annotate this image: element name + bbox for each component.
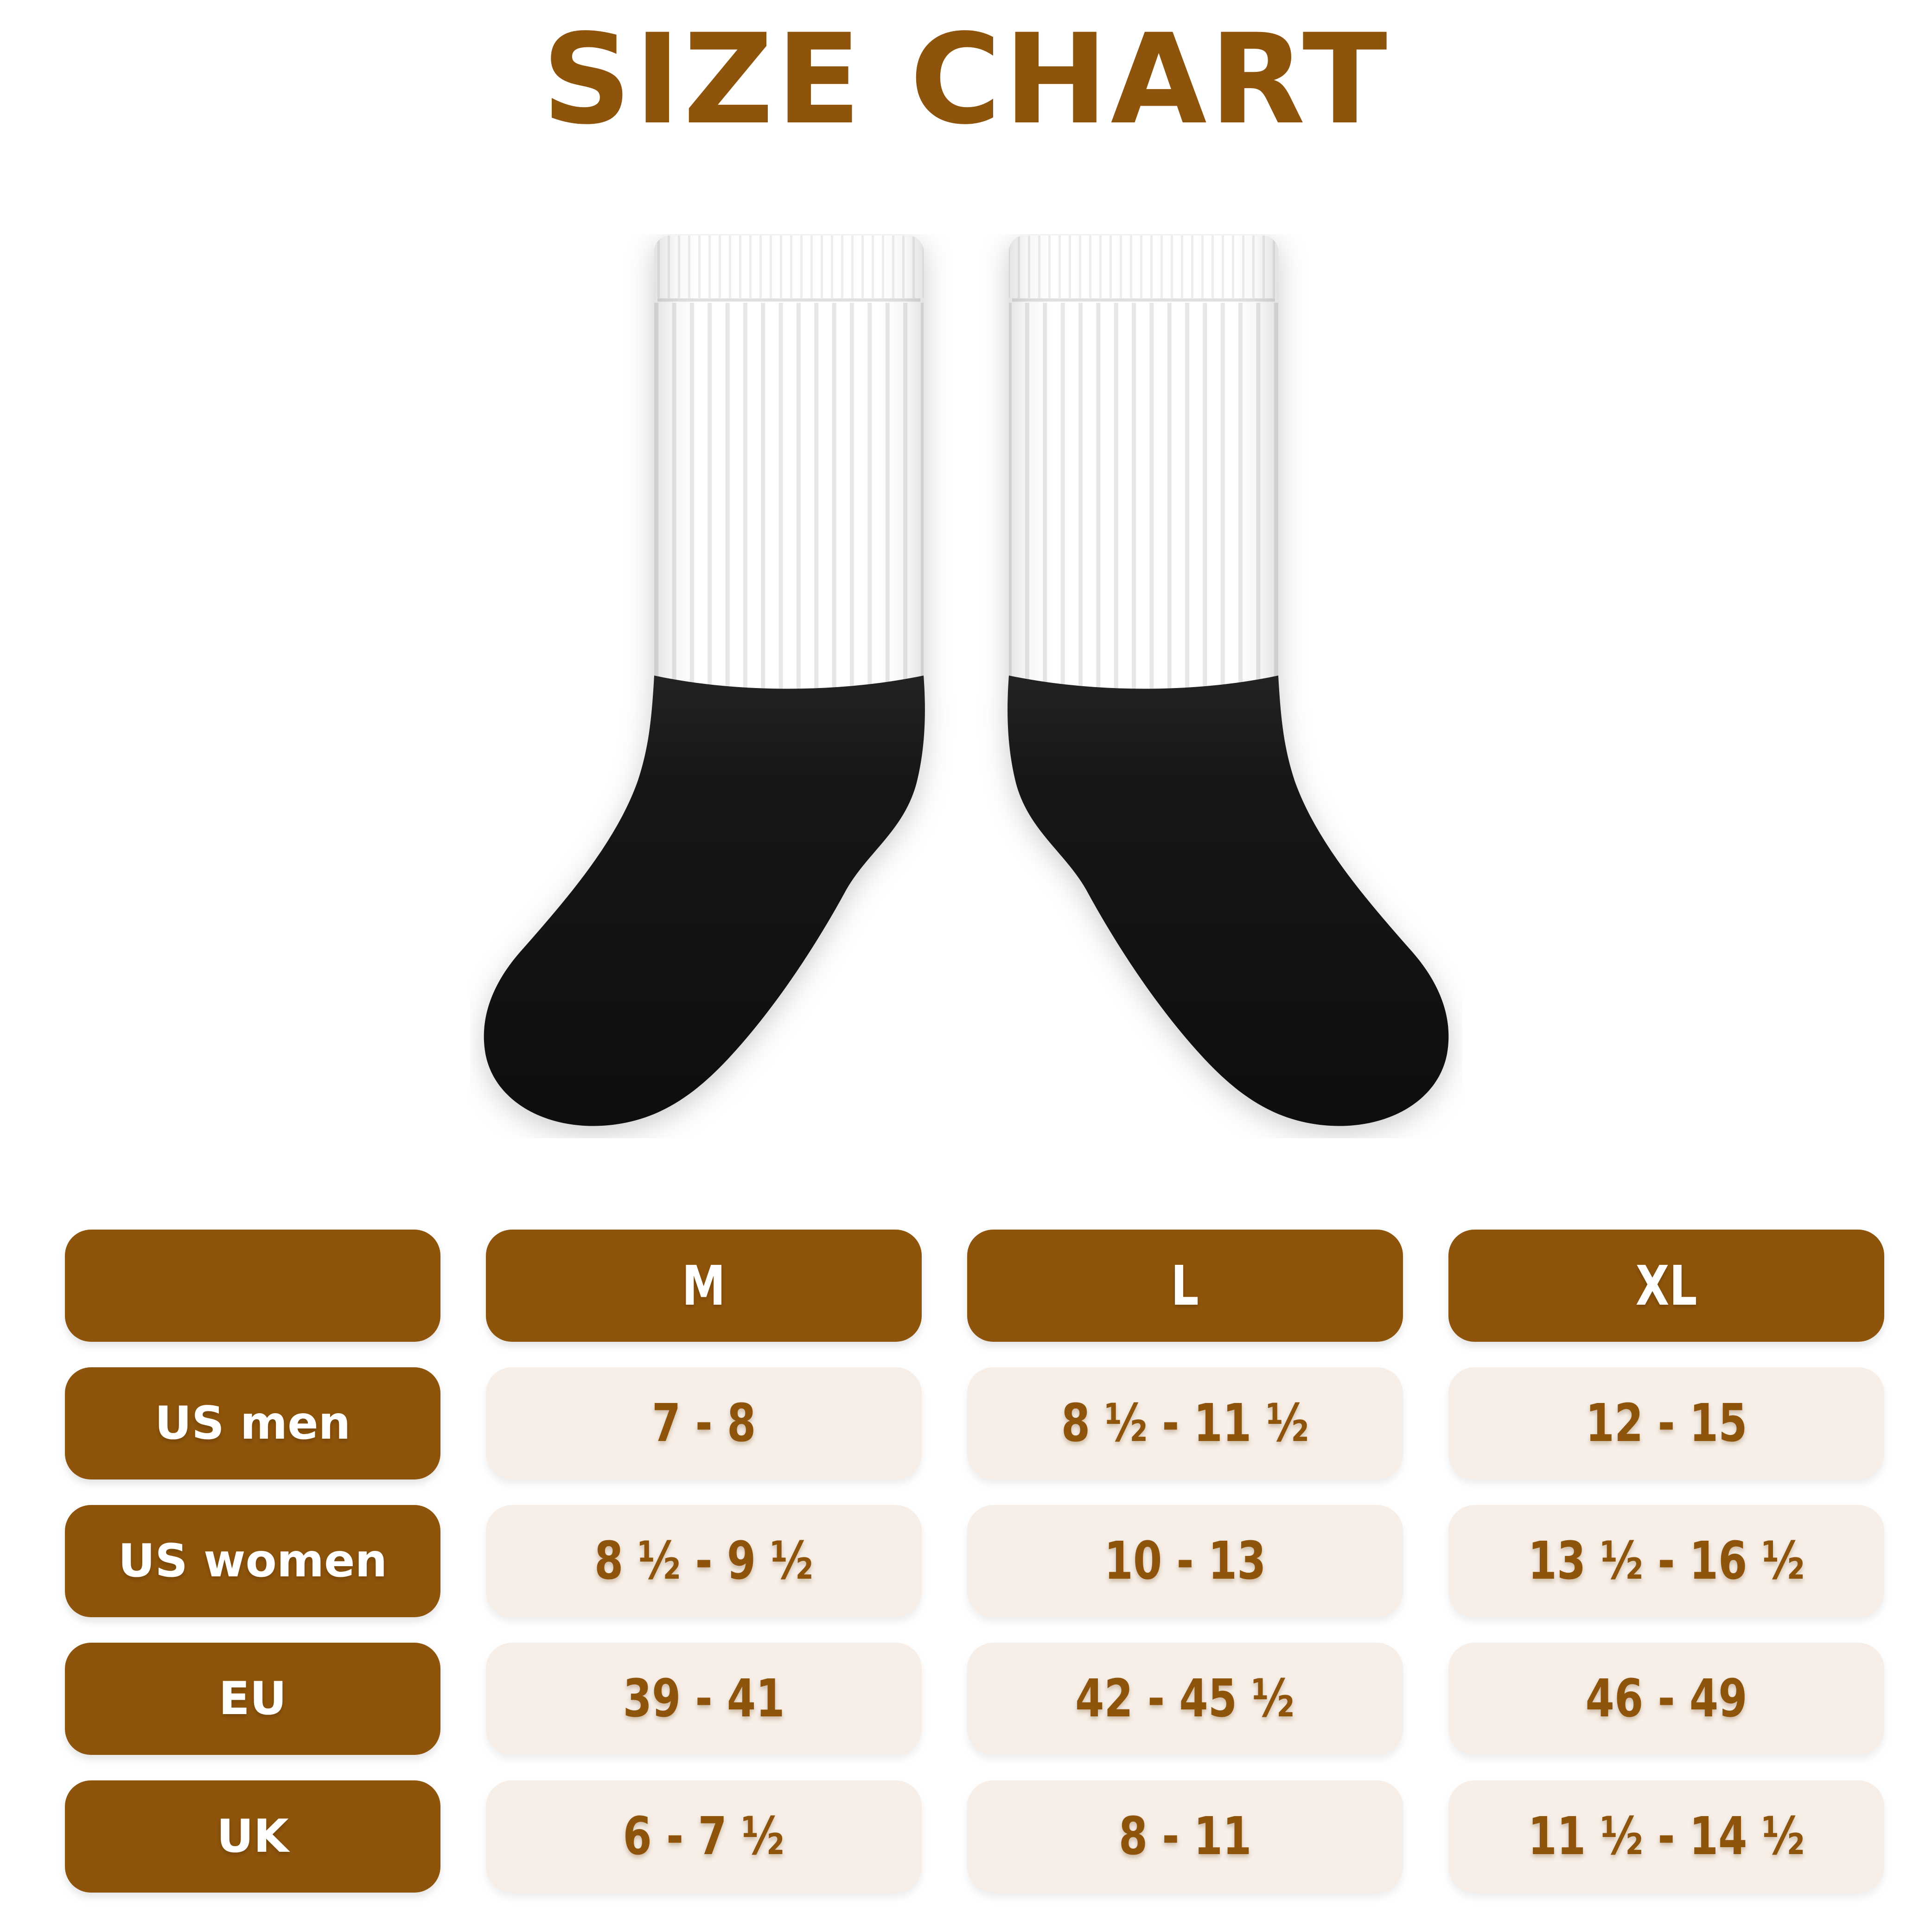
size-value-text: 6 - 7 ½ [623,1806,785,1867]
cell-us-women-xl: 13 ½ - 16 ½ [1448,1505,1884,1617]
row-label-us-men: US men [65,1367,440,1479]
size-value-text: 39 - 41 [623,1669,785,1729]
size-value-text: 10 - 13 [1104,1531,1266,1591]
column-header-m-text: M [682,1254,726,1318]
cell-us-women-l: 10 - 13 [967,1505,1403,1617]
row-label-us-women: US women [65,1505,440,1617]
socks-image [0,234,1932,1138]
cell-us-men-l: 8 ½ - 11 ½ [967,1367,1403,1479]
cell-uk-l: 8 - 11 [967,1780,1403,1893]
size-value-text: 8 ½ - 11 ½ [1061,1393,1309,1454]
size-value-text: 8 ½ - 9 ½ [594,1531,814,1591]
cell-us-men-m: 7 - 8 [486,1367,922,1479]
column-header-l: L [967,1230,1403,1342]
row-label-eu: EU [65,1643,440,1755]
size-value-text: 8 - 11 [1118,1806,1252,1867]
left-sock [484,236,925,1126]
size-value-text: 12 - 15 [1585,1393,1747,1454]
table-corner-cell [65,1230,440,1342]
size-value-text: 7 - 8 [651,1393,756,1454]
size-table: M L XL US men 7 - 8 8 ½ - 11 ½ 12 - 15 U… [65,1230,1884,1893]
cell-uk-xl: 11 ½ - 14 ½ [1448,1780,1884,1893]
column-header-m: M [486,1230,922,1342]
cell-us-men-xl: 12 - 15 [1448,1367,1884,1479]
cell-eu-m: 39 - 41 [486,1643,922,1755]
cell-us-women-m: 8 ½ - 9 ½ [486,1505,922,1617]
column-header-l-text: L [1171,1254,1199,1318]
cell-eu-xl: 46 - 49 [1448,1643,1884,1755]
size-value-text: 46 - 49 [1585,1669,1747,1729]
size-value-text: 11 ½ - 14 ½ [1528,1806,1805,1867]
column-header-xl: XL [1448,1230,1884,1342]
column-header-xl-text: XL [1635,1254,1697,1318]
page-title: SIZE CHART [542,7,1390,152]
right-sock [1007,236,1448,1126]
size-value-text: 42 - 45 ½ [1075,1669,1295,1729]
cell-eu-l: 42 - 45 ½ [967,1643,1403,1755]
cell-uk-m: 6 - 7 ½ [486,1780,922,1893]
row-label-uk: UK [65,1780,440,1893]
socks-pair-graphic [470,234,1462,1138]
size-value-text: 13 ½ - 16 ½ [1528,1531,1805,1591]
